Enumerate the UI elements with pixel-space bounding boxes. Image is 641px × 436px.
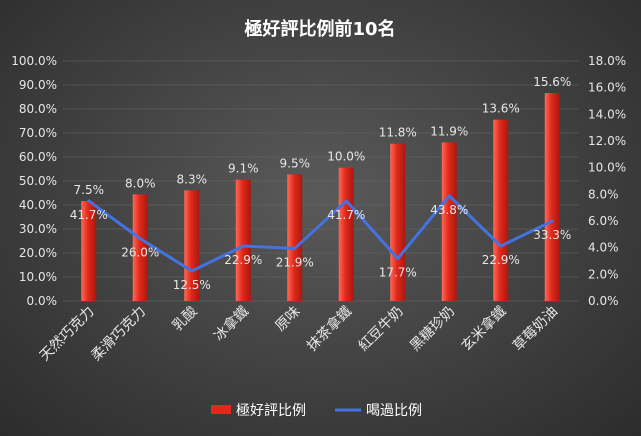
bar-data-label: 15.6% <box>533 75 571 89</box>
category-label: 柔滑巧克力 <box>88 303 150 365</box>
line-data-label: 21.9% <box>276 255 314 269</box>
series-line <box>87 194 553 273</box>
right-tick-label: 6.0% <box>588 214 619 228</box>
bar-data-label: 13.6% <box>482 102 520 116</box>
left-tick-label: 0.0% <box>27 294 58 308</box>
left-tick-label: 50.0% <box>19 174 57 188</box>
bar <box>287 174 303 301</box>
category-label: 抹茶拿鐵 <box>303 303 355 355</box>
line-series <box>87 194 554 273</box>
right-tick-label: 2.0% <box>588 267 619 281</box>
right-tick-label: 12.0% <box>588 134 626 148</box>
left-tick-label: 100.0% <box>11 54 57 68</box>
bar-series <box>81 93 560 302</box>
right-tick-label: 0.0% <box>588 294 619 308</box>
bar-data-label: 9.5% <box>280 156 311 170</box>
bar-data-label: 8.0% <box>125 176 156 190</box>
line-point <box>396 257 400 261</box>
legend-label-bar: 極好評比例 <box>236 403 306 419</box>
right-tick-label: 14.0% <box>588 107 626 121</box>
bar-data-label: 9.1% <box>228 162 259 176</box>
bar <box>441 142 457 301</box>
line-data-label: 22.9% <box>482 253 520 267</box>
category-label: 玄米拿鐵 <box>458 303 510 355</box>
legend-label-line: 喝過比例 <box>366 403 422 419</box>
bar <box>184 190 200 301</box>
category-label: 原味 <box>272 304 303 335</box>
bar-data-label: 8.3% <box>177 172 208 186</box>
line-data-label: 26.0% <box>121 246 159 260</box>
right-tick-label: 8.0% <box>588 187 619 201</box>
left-tick-label: 30.0% <box>19 222 57 236</box>
bar <box>132 194 148 301</box>
line-point <box>241 244 245 248</box>
category-label: 紅豆牛奶 <box>356 304 407 355</box>
left-tick-label: 10.0% <box>19 270 57 284</box>
legend: 極好評比例 喝過比例 <box>211 403 422 419</box>
category-label: 冰拿鐵 <box>210 303 252 345</box>
line-data-label: 12.5% <box>173 278 211 292</box>
bar-data-label: 11.9% <box>430 124 468 138</box>
category-label: 天然巧克力 <box>36 303 98 365</box>
right-tick-label: 4.0% <box>588 241 619 255</box>
line-point <box>138 237 142 241</box>
line-data-label: 41.7% <box>70 208 108 222</box>
legend-swatch-bar <box>211 405 231 414</box>
line-point <box>87 199 91 203</box>
chart-title: 極好評比例前10名 <box>244 18 395 40</box>
line-data-label: 22.9% <box>224 253 262 267</box>
bar <box>493 119 509 302</box>
category-label: 草莓奶油 <box>510 304 561 355</box>
left-tick-label: 40.0% <box>19 198 57 212</box>
line-data-label: 33.3% <box>533 228 571 242</box>
left-tick-label: 60.0% <box>19 150 57 164</box>
bar-data-label: 11.8% <box>379 126 417 140</box>
data-labels: 7.5% 8.0% 8.3% 9.1% 9.5% 10.0% 11.8% 11.9% 13.6%… <box>70 75 572 292</box>
left-tick-label: 90.0% <box>19 78 57 92</box>
bar <box>235 179 251 301</box>
right-tick-label: 16.0% <box>588 81 626 95</box>
bar <box>390 143 406 301</box>
line-point <box>550 219 554 223</box>
gridlines <box>63 60 578 302</box>
right-tick-label: 10.0% <box>588 161 626 175</box>
line-data-label: 41.7% <box>327 208 365 222</box>
line-point <box>293 246 297 250</box>
right-tick-label: 18.0% <box>588 54 626 68</box>
left-tick-label: 70.0% <box>19 126 57 140</box>
bar-data-label: 10.0% <box>327 150 365 164</box>
line-point <box>190 269 194 273</box>
bar <box>81 201 97 301</box>
line-data-label: 17.7% <box>379 266 417 280</box>
right-axis: 0.0% 2.0% 4.0% 6.0% 8.0% 10.0% 12.0% 14.0% 16.0%… <box>588 54 626 308</box>
left-axis: 0.0% 10.0% 20.0% 30.0% 40.0% 50.0% 60.0% 70.0% 8… <box>11 54 57 308</box>
line-point <box>499 244 503 248</box>
category-label: 黑糖珍奶 <box>407 304 458 355</box>
line-point <box>447 194 451 198</box>
bar-data-label: 7.5% <box>74 183 105 197</box>
line-point <box>344 199 348 203</box>
left-tick-label: 80.0% <box>19 102 57 116</box>
left-tick-label: 20.0% <box>19 246 57 260</box>
line-data-label: 43.8% <box>430 203 468 217</box>
category-label: 乳酸 <box>169 304 200 335</box>
bar <box>544 93 560 301</box>
bar <box>338 167 354 301</box>
